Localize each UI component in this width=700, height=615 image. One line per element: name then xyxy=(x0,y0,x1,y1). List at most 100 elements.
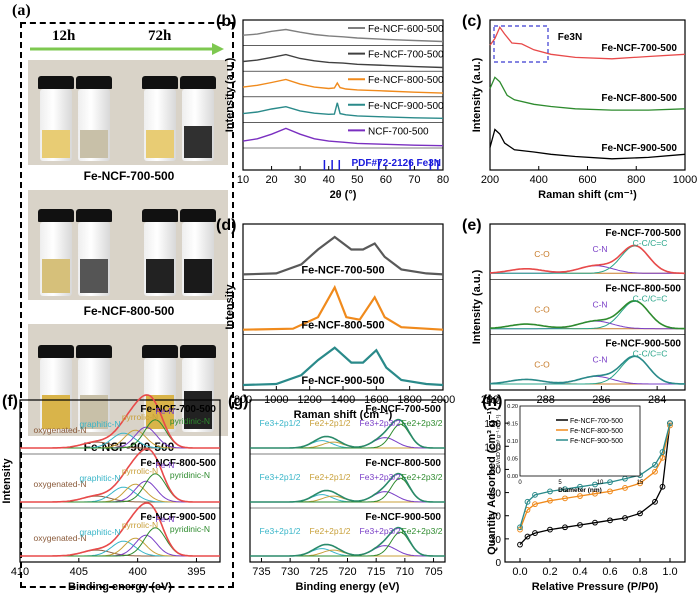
legend-label: NCF-700-500 xyxy=(368,126,429,137)
component-label: Fe2+2p1/2 xyxy=(310,472,351,482)
x-tick-label: 600 xyxy=(578,174,596,186)
component-label: oxygenated-N xyxy=(34,425,87,435)
data-point xyxy=(659,449,666,455)
vial-image xyxy=(38,345,74,432)
x-tick-label: 730 xyxy=(281,566,299,578)
component-label: oxygenated-N xyxy=(34,479,87,489)
x-tick-label: 410 xyxy=(11,566,29,578)
plot-frame-b xyxy=(242,19,444,171)
envelope-curve xyxy=(250,472,445,503)
y-tick-label: 20 xyxy=(490,535,502,546)
inset-x-tick-label: 15 xyxy=(637,480,644,486)
component-label: pyridinic-N xyxy=(170,470,210,480)
raman-curve xyxy=(242,284,444,331)
inset-y-tick-label: 0.20 xyxy=(507,404,518,410)
data-point xyxy=(622,515,628,521)
inset-x-axis-label: Diameter (nm) xyxy=(558,487,602,494)
series-label: Fe-NCF-900-500 xyxy=(605,339,681,350)
vial-image xyxy=(76,76,112,161)
component-label: C-N xyxy=(592,244,607,254)
legend-label: Fe-NCF-900-500 xyxy=(570,438,623,445)
time-end-label: 72h xyxy=(148,28,172,44)
inset-x-tick-label: 10 xyxy=(597,480,604,486)
x-tick-label: 20 xyxy=(265,174,277,186)
data-point xyxy=(577,522,583,528)
legend-label: Fe-NCF-800-500 xyxy=(368,75,444,86)
raman-curve xyxy=(489,25,686,60)
xrd-curve xyxy=(242,102,444,119)
raman-curve xyxy=(489,128,686,160)
data-point xyxy=(592,481,598,488)
data-point xyxy=(524,533,531,540)
x-tick-label: 40 xyxy=(323,174,335,186)
x-tick-label: 80 xyxy=(437,174,449,186)
fit-component xyxy=(20,540,220,557)
plot-frame-f xyxy=(19,399,221,563)
data-point xyxy=(517,541,523,548)
data-point xyxy=(577,483,583,490)
component-label: Fe3+2p1/2 xyxy=(260,526,301,536)
component-label: Fe-N xyxy=(156,514,175,524)
x-tick-label: 715 xyxy=(367,566,385,578)
data-point xyxy=(562,495,568,502)
data-point xyxy=(562,524,568,531)
fit-component xyxy=(20,432,220,449)
time-start-label: 12h xyxy=(52,28,76,44)
x-tick-label: 0.0 xyxy=(512,566,527,578)
inset-y-tick-label: 0.00 xyxy=(507,474,518,480)
envelope-curve xyxy=(20,502,220,557)
data-point xyxy=(547,526,553,533)
x-tick-label: 1000 xyxy=(673,174,697,186)
component-label: Fe3+2p3/2 xyxy=(360,418,401,428)
data-point xyxy=(652,498,658,505)
x-tick-label: 800 xyxy=(627,174,645,186)
x-axis-label: Raman shift (cm⁻¹) xyxy=(538,189,637,201)
fe3n-highlight-box xyxy=(493,25,549,63)
x-tick-label: 30 xyxy=(294,174,306,186)
legend-label: Fe-NCF-700-500 xyxy=(570,418,623,425)
component-label: Fe-N xyxy=(156,406,175,416)
data-point xyxy=(637,510,643,517)
data-point xyxy=(532,501,538,508)
component-label: C-C/C=C xyxy=(633,349,668,359)
inset-y-axis-label: dV/dD (cm³ g⁻¹ nm⁻¹) xyxy=(496,414,502,467)
component-label: pyridinic-N xyxy=(170,524,210,534)
panel-label-a: (a) xyxy=(12,2,31,19)
series-label: Fe-NCF-700-500 xyxy=(140,404,216,415)
series-label: Fe-NCF-800-500 xyxy=(365,458,441,469)
component-label: C-N xyxy=(592,355,607,365)
component-label: Fe3+2p1/2 xyxy=(260,418,301,428)
x-tick-label: 290 xyxy=(481,394,499,406)
series-label: Fe-NCF-900-500 xyxy=(140,512,216,523)
x-tick-label: 0.4 xyxy=(572,566,587,578)
x-tick-label: 200 xyxy=(481,174,499,186)
data-point xyxy=(532,530,538,536)
y-tick-label: 80 xyxy=(490,465,502,476)
x-tick-label: 405 xyxy=(70,566,88,578)
data-point xyxy=(652,468,658,475)
envelope-curve xyxy=(489,355,686,385)
vial-image xyxy=(142,76,178,161)
sample-caption-800: Fe-NCF-800-500 xyxy=(83,304,175,318)
data-point xyxy=(577,493,583,499)
component-label: Fe2+2p1/2 xyxy=(310,526,351,536)
series-label: Fe-NCF-700-500 xyxy=(365,404,441,415)
vial-image xyxy=(38,209,74,296)
envelope-curve xyxy=(20,448,220,503)
x-tick-label: 0.2 xyxy=(542,566,557,578)
legend-label: Fe-NCF-800-500 xyxy=(570,428,623,435)
panel-label-g: (g) xyxy=(228,393,248,410)
x-tick-label: 705 xyxy=(424,566,442,578)
y-axis-label: Quantity Adsorbed (cm³ g⁻¹) xyxy=(486,407,498,555)
component-label: Fe2+2p3/2 xyxy=(402,418,443,428)
series-label: Fe-NCF-700-500 xyxy=(605,228,681,239)
series-label: Fe-NCF-800-500 xyxy=(301,320,384,332)
series-label: Fe-NCF-900-500 xyxy=(301,375,384,387)
envelope-curve xyxy=(20,394,220,449)
x-tick-label: 725 xyxy=(310,566,328,578)
vial-image xyxy=(180,345,216,432)
panel-label-b: (b) xyxy=(216,13,236,30)
y-axis-label: Intensity (a.u.) xyxy=(224,57,236,132)
y-axis-label: Intensity (a.u.) xyxy=(471,57,483,132)
